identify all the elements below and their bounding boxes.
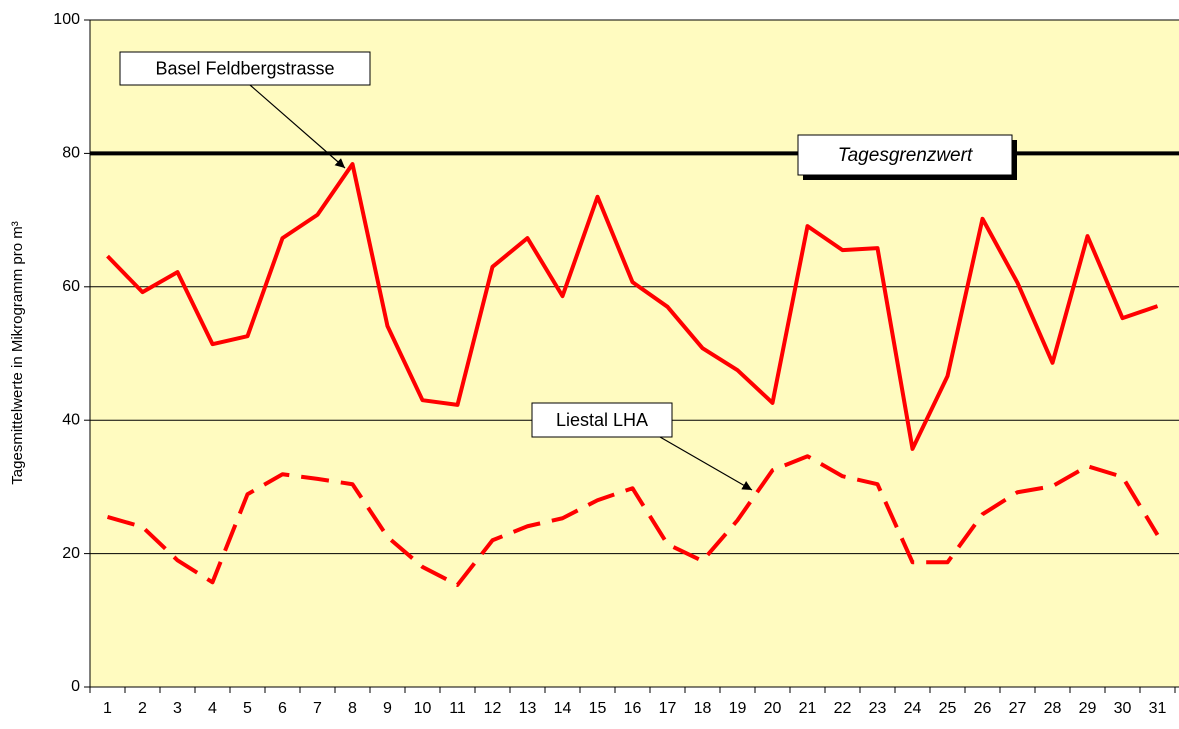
x-tick-label: 24 xyxy=(904,700,922,717)
series-line xyxy=(106,454,1160,587)
x-tick-label: 6 xyxy=(278,700,287,717)
x-tick-label: 16 xyxy=(624,700,642,717)
x-tick-label: 4 xyxy=(208,700,217,717)
x-tick-label: 23 xyxy=(869,700,887,717)
annotation-arrow xyxy=(659,436,753,491)
x-tick-label: 18 xyxy=(694,700,712,717)
y-axis-label: Tagesmittelwerte in Mikrogramm pro m³ xyxy=(9,221,26,484)
x-tick-label: 3 xyxy=(173,700,182,717)
series-label: Liestal LHA xyxy=(556,410,648,430)
x-tick-label: 2 xyxy=(138,700,147,717)
x-tick-label: 13 xyxy=(519,700,537,717)
series-line xyxy=(106,162,1159,451)
x-tick-label: 22 xyxy=(834,700,852,717)
x-tick-label: 27 xyxy=(1009,700,1027,717)
y-tick-label: 80 xyxy=(62,145,80,162)
x-tick-label: 9 xyxy=(383,700,392,717)
x-tick-label: 29 xyxy=(1079,700,1097,717)
x-tick-label: 7 xyxy=(313,700,322,717)
x-tick-label: 10 xyxy=(414,700,432,717)
x-tick-label: 28 xyxy=(1044,700,1062,717)
x-tick-label: 12 xyxy=(484,700,502,717)
x-tick-label: 30 xyxy=(1114,700,1132,717)
y-tick-label: 20 xyxy=(62,545,80,562)
y-tick-label: 40 xyxy=(62,411,80,428)
x-tick-label: 25 xyxy=(939,700,957,717)
threshold-label: Tagesgrenzwert xyxy=(838,145,973,166)
threshold-label-box xyxy=(797,134,1013,176)
x-tick-label: 11 xyxy=(449,700,466,717)
x-tick-label: 20 xyxy=(764,700,782,717)
x-tick-label: 31 xyxy=(1149,700,1167,717)
annotation-box xyxy=(531,402,673,438)
x-tick-label: 17 xyxy=(659,700,677,717)
y-tick-label: 60 xyxy=(62,278,80,295)
y-tick-label: 100 xyxy=(53,11,80,28)
annotation-box xyxy=(119,51,371,86)
plot-area xyxy=(90,20,1179,687)
x-tick-label: 5 xyxy=(243,700,252,717)
x-tick-label: 19 xyxy=(729,700,747,717)
x-tick-label: 26 xyxy=(974,700,992,717)
series-label: Basel Feldbergstrasse xyxy=(155,58,334,78)
x-tick-label: 15 xyxy=(589,700,607,717)
y-tick-label: 0 xyxy=(71,678,80,695)
annotation-arrow xyxy=(249,84,346,169)
x-tick-label: 1 xyxy=(103,700,112,717)
x-tick-label: 14 xyxy=(554,700,572,717)
x-tick-label: 21 xyxy=(799,700,817,717)
x-tick-label: 8 xyxy=(348,700,357,717)
